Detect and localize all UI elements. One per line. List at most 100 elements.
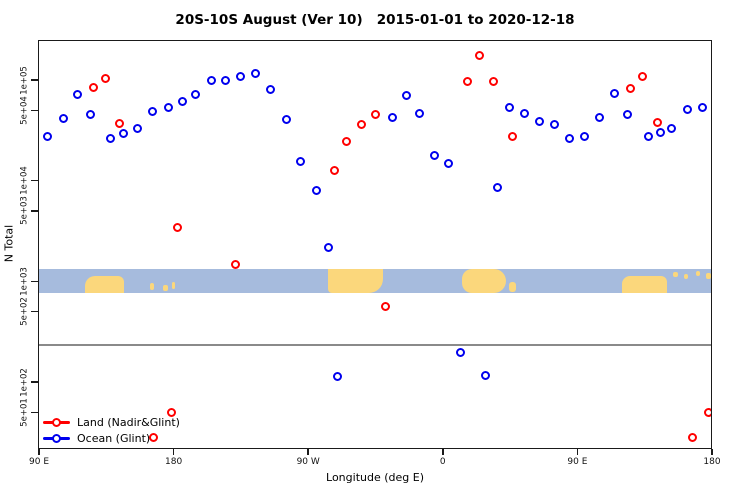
map-strip-land (163, 284, 168, 291)
data-point-ocean (505, 102, 515, 112)
data-point-ocean (235, 72, 245, 82)
data-point-ocean (295, 156, 305, 166)
chart-title: 20S-10S August (Ver 10) 2015-01-01 to 20… (175, 12, 575, 28)
data-point-land (167, 407, 177, 417)
data-point-land (370, 110, 380, 120)
data-point-ocean (698, 102, 708, 112)
y-axis-tick (31, 280, 38, 283)
map-strip-land (327, 269, 383, 293)
x-axis-tick-label: 0 (439, 457, 446, 467)
data-point-land (704, 407, 711, 417)
map-strip-land (85, 276, 125, 293)
map-strip-land (149, 283, 155, 291)
data-point-ocean (59, 114, 69, 124)
x-axis-tick (172, 449, 175, 455)
data-point-land (638, 72, 648, 82)
data-point-land (173, 223, 183, 233)
y-axis-tick (31, 179, 38, 182)
x-axis-tick (576, 449, 579, 455)
data-point-ocean (250, 68, 260, 78)
x-axis-tick-label: 90 W (296, 457, 320, 467)
data-point-ocean (579, 132, 589, 142)
legend-land-marker-icon (43, 415, 70, 429)
data-point-ocean (520, 108, 530, 118)
data-point-land (463, 76, 473, 86)
y-axis-tick (31, 381, 38, 383)
data-point-land (653, 117, 663, 127)
data-point-ocean (119, 129, 129, 139)
map-strip-land (673, 271, 678, 278)
map-strip-land (462, 269, 506, 293)
data-point-ocean (191, 89, 201, 99)
data-point-land (508, 132, 518, 142)
data-point-ocean (549, 119, 559, 129)
x-axis-tick-label: 90 E (567, 457, 588, 467)
map-strip-land (683, 273, 689, 280)
x-axis-tick (38, 449, 40, 455)
data-point-land (475, 50, 485, 60)
y-axis-tick-label: 5e+04 (19, 96, 30, 125)
data-point-land (149, 432, 159, 442)
y-axis-tick-label: 5e+02 (19, 297, 30, 326)
y-axis-tick-label: 5e+01 (19, 398, 30, 427)
x-axis-tick (711, 449, 713, 455)
data-point-ocean (535, 116, 544, 126)
x-axis-tick (307, 449, 309, 455)
x-axis-title: Longitude (deg E) (326, 471, 424, 484)
data-point-ocean (683, 105, 693, 115)
data-point-ocean (207, 75, 217, 85)
data-point-ocean (430, 151, 440, 161)
data-point-ocean (42, 132, 52, 142)
x-axis-tick (442, 449, 444, 455)
data-point-ocean (324, 243, 334, 253)
data-point-ocean (72, 89, 82, 99)
data-point-ocean (656, 127, 666, 137)
y-axis-title: N Total (2, 224, 16, 263)
y-axis-tick (31, 79, 38, 81)
data-point-ocean (493, 183, 503, 193)
data-point-ocean (609, 89, 619, 99)
data-point-land (380, 302, 390, 312)
data-point-ocean (594, 113, 604, 123)
data-point-ocean (265, 84, 275, 94)
data-point-ocean (455, 348, 465, 358)
legend-land-label: Land (Nadir&Glint) (77, 415, 180, 429)
map-strip-land (172, 282, 176, 290)
data-point-ocean (312, 186, 322, 196)
map-strip-ocean (39, 269, 711, 293)
data-point-ocean (333, 372, 343, 382)
map-strip-land (695, 270, 701, 277)
data-point-land (330, 165, 340, 175)
data-point-land (89, 82, 99, 92)
data-point-ocean (105, 133, 115, 143)
map-strip-land (706, 272, 711, 279)
x-axis-tick-label: 180 (703, 457, 721, 467)
data-point-ocean (220, 75, 230, 85)
map-strip-land (622, 275, 668, 293)
data-point-ocean (282, 115, 292, 125)
data-point-ocean (623, 109, 633, 119)
data-point-land (488, 77, 498, 87)
threshold-line (39, 343, 711, 346)
data-point-land (357, 119, 367, 129)
legend: Land (Nadir&Glint) Ocean (Glint) (43, 415, 180, 445)
legend-item-ocean: Ocean (Glint) (43, 431, 180, 445)
data-point-ocean (164, 102, 174, 112)
map-strip-land (508, 282, 517, 292)
y-axis-tick (31, 411, 38, 414)
legend-ocean-marker-icon (43, 431, 70, 445)
plot-area: Land (Nadir&Glint) Ocean (Glint) (38, 40, 712, 449)
data-point-ocean (401, 91, 411, 101)
data-point-ocean (132, 123, 142, 133)
y-axis-tick-label: 5e+03 (19, 196, 30, 226)
y-axis-tick (31, 109, 38, 112)
legend-ocean-label: Ocean (Glint) (77, 431, 151, 445)
y-axis-tick (31, 210, 38, 212)
data-point-ocean (177, 97, 187, 107)
data-point-land (114, 118, 124, 128)
data-point-land (626, 83, 636, 93)
data-point-land (687, 432, 697, 442)
data-point-ocean (415, 108, 425, 118)
data-point-ocean (388, 113, 398, 123)
